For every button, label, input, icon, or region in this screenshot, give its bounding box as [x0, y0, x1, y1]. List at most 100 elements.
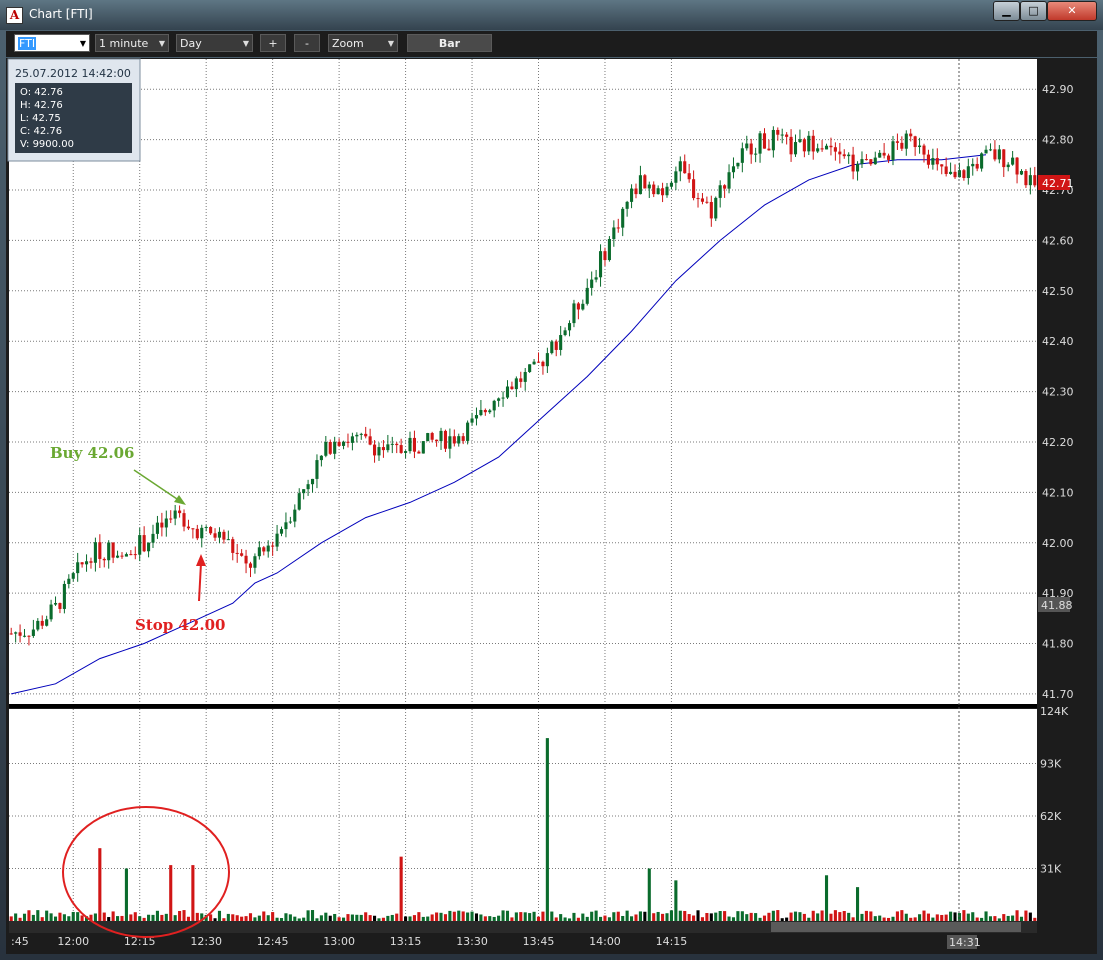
volume-bar	[718, 911, 722, 921]
candle-up	[718, 185, 722, 198]
candle-up	[816, 148, 820, 152]
volume-panel[interactable]	[9, 709, 1037, 921]
price-tick-label: 42.30	[1042, 386, 1074, 399]
volume-bar	[519, 912, 523, 921]
zoom-in-button[interactable]: +	[260, 34, 286, 52]
candle-down	[802, 139, 806, 152]
candle-up	[359, 433, 363, 435]
volume-bar	[957, 913, 962, 921]
volume-bar	[665, 913, 669, 921]
stop-arrow-head-icon	[196, 554, 206, 566]
crosshair-time-tag	[947, 935, 977, 949]
candle-down	[80, 562, 84, 565]
candle-down	[541, 361, 545, 367]
volume-bar	[275, 917, 279, 921]
volume-bar	[443, 914, 448, 921]
candle-up	[966, 166, 970, 179]
period-select[interactable]: Day ▼	[176, 34, 253, 52]
volume-bar	[824, 875, 829, 921]
volume-bar	[696, 910, 700, 921]
volume-bar	[669, 910, 673, 921]
volume-bar	[771, 910, 775, 921]
stop-arrow	[198, 562, 202, 602]
candle-down	[129, 554, 133, 556]
candle-up	[49, 604, 53, 620]
candle-down	[705, 201, 709, 203]
candle-up	[855, 163, 860, 172]
volume-bar	[45, 910, 49, 921]
volume-bar	[421, 916, 425, 921]
minimize-button[interactable]: ▁	[993, 1, 1020, 21]
chart-area[interactable]: 42.9042.8042.7042.6042.5042.4042.3042.20…	[6, 58, 1097, 954]
price-tick-label: 42.50	[1042, 285, 1074, 298]
candle-up	[474, 415, 479, 419]
time-tick-label: 12:00	[57, 935, 89, 948]
candle-up	[997, 149, 1001, 160]
volume-bar	[147, 914, 151, 921]
maximize-button[interactable]: □	[1020, 1, 1047, 21]
candle-up	[275, 533, 279, 547]
volume-bar	[550, 911, 554, 921]
volume-bar	[310, 910, 315, 921]
title-bar[interactable]: A Chart [FTI] ▁ □ ✕	[0, 0, 1103, 30]
volume-bar	[567, 918, 572, 921]
candle-up	[674, 171, 678, 183]
volume-bar	[160, 914, 164, 921]
volume-bar	[993, 916, 997, 921]
volume-bar	[585, 916, 589, 921]
candle-down	[510, 386, 514, 390]
candle-up	[350, 436, 354, 443]
price-panel[interactable]	[9, 59, 1037, 704]
level-tag	[1038, 597, 1070, 612]
zoom-select[interactable]: Zoom ▼	[328, 34, 398, 52]
volume-bar	[386, 915, 390, 921]
volume-bar	[80, 915, 84, 921]
volume-bar	[430, 914, 434, 921]
volume-bar	[754, 913, 758, 921]
candle-up	[988, 149, 993, 151]
candle-down	[1015, 157, 1019, 175]
interval-select[interactable]: 1 minute ▼	[95, 34, 169, 52]
candle-down	[913, 136, 917, 148]
volume-bar	[359, 914, 363, 921]
volume-series	[9, 738, 1037, 921]
candle-down	[412, 437, 416, 452]
moving-average-line	[11, 154, 987, 695]
zoom-out-button[interactable]: -	[294, 34, 320, 52]
candle-down	[975, 163, 979, 169]
close-button[interactable]: ✕	[1047, 1, 1097, 21]
volume-bar	[793, 911, 798, 921]
volume-bar	[53, 916, 58, 921]
volume-bar	[811, 910, 815, 921]
volume-bar	[1028, 912, 1032, 921]
candle-up	[217, 531, 222, 538]
symbol-select[interactable]: FTI ▼	[14, 34, 90, 52]
candle-down	[435, 439, 439, 442]
app-logo-icon: A	[6, 7, 23, 24]
candle-up	[124, 554, 128, 557]
volume-bar	[67, 916, 71, 921]
candle-down	[195, 528, 199, 539]
volume-bar	[395, 913, 399, 921]
candle-up	[1028, 175, 1032, 186]
moving-average-layer	[11, 154, 987, 695]
volume-bar	[607, 917, 611, 921]
candle-up	[758, 133, 762, 154]
volume-bar	[40, 917, 44, 921]
volume-bar	[643, 911, 647, 921]
volume-bar	[829, 913, 833, 921]
candle-down	[461, 436, 465, 441]
candle-up	[514, 378, 518, 390]
volume-bar	[355, 914, 359, 921]
volume-bar	[838, 912, 842, 921]
candle-up	[647, 184, 651, 189]
volume-bar	[563, 917, 567, 921]
scrollbar-thumb[interactable]	[771, 922, 1021, 932]
candle-up	[559, 335, 563, 350]
candle-up	[621, 208, 625, 228]
chart-style-button[interactable]: Bar	[407, 34, 492, 52]
volume-bar	[944, 914, 948, 921]
volume-bar	[949, 911, 953, 921]
volume-bar	[918, 914, 922, 921]
candle-up	[319, 455, 323, 461]
